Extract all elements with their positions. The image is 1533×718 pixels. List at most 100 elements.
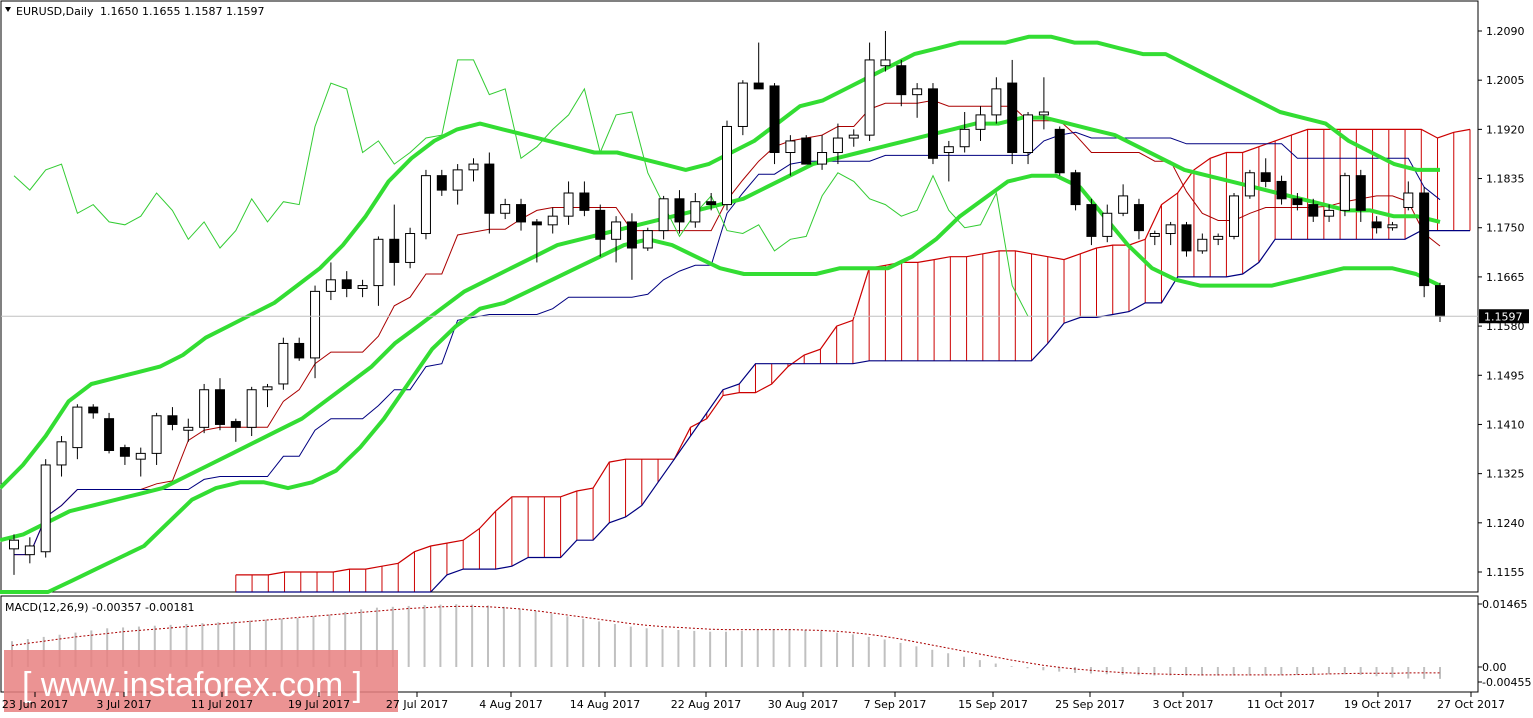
- date-tick-label: 19 Jul 2017: [288, 698, 350, 711]
- candle: [420, 169, 431, 240]
- bullish-candle-body: [785, 140, 796, 154]
- bearish-candle-body: [119, 447, 130, 457]
- macd-panel-frame: [0, 595, 1479, 693]
- bullish-candle-body: [452, 169, 463, 191]
- bullish-candle-body: [1118, 195, 1129, 214]
- candle: [1403, 181, 1414, 211]
- current-price-label: 1.1597: [1484, 310, 1523, 323]
- bollinger-lower-band: [0, 173, 1441, 594]
- bullish-candle-body: [9, 539, 19, 550]
- bullish-candle-body: [151, 415, 162, 454]
- bullish-candle-body: [310, 290, 321, 359]
- date-tick-label: 22 Aug 2017: [671, 698, 741, 711]
- bullish-candle-body: [1387, 224, 1398, 229]
- bearish-candle-body: [1133, 204, 1144, 232]
- bearish-candle-body: [1007, 82, 1018, 154]
- bearish-candle-body: [579, 192, 590, 211]
- price-tick-label: 1.2005: [1486, 74, 1525, 87]
- bullish-candle-body: [880, 59, 891, 67]
- candle: [214, 378, 225, 431]
- candle: [1260, 158, 1271, 188]
- candle: [1244, 169, 1255, 199]
- candle: [278, 337, 289, 390]
- bullish-candle-body: [246, 389, 257, 428]
- bullish-candle-body: [959, 128, 970, 148]
- macd-signal-line: [11, 605, 1440, 676]
- bullish-candle-body: [56, 441, 67, 466]
- candle: [405, 227, 416, 269]
- bullish-candle-body: [1149, 233, 1160, 237]
- candle: [1324, 204, 1335, 222]
- indicator-lines: [0, 34, 1441, 594]
- candlesticks: [9, 31, 1445, 575]
- bullish-candle-body: [943, 146, 954, 154]
- candle: [1133, 198, 1144, 240]
- bullish-candle-body: [357, 285, 368, 289]
- candle: [341, 271, 352, 298]
- candle: [88, 404, 99, 419]
- candle: [1292, 193, 1303, 211]
- candle: [722, 120, 732, 211]
- candle: [1038, 77, 1049, 130]
- candle: [991, 77, 1002, 124]
- candle: [167, 407, 178, 431]
- candle: [230, 418, 241, 442]
- price-tick-label: 1.1750: [1486, 222, 1525, 235]
- candle: [642, 227, 653, 251]
- date-tick-label: 3 Oct 2017: [1152, 698, 1213, 711]
- date-tick-label: 15 Sep 2017: [958, 698, 1028, 711]
- date-tick-label: 23 Jun 2017: [2, 698, 68, 711]
- bullish-candle-body: [1023, 114, 1034, 154]
- senkou-span-b: [235, 230, 1470, 593]
- candle: [500, 198, 511, 220]
- candle: [531, 219, 542, 263]
- candle: [1339, 172, 1350, 217]
- candle: [1197, 233, 1208, 254]
- bullish-candle-body: [1244, 172, 1255, 197]
- candle: [1229, 193, 1240, 240]
- candle: [1054, 126, 1065, 176]
- candle: [373, 236, 384, 306]
- bearish-candle-body: [341, 279, 352, 289]
- candle: [769, 83, 780, 165]
- bullish-candle-body: [991, 88, 1002, 116]
- bearish-candle-body: [1276, 180, 1287, 200]
- bearish-candle-body: [1308, 204, 1319, 217]
- watermark-box: [4, 650, 398, 712]
- price-tick-label: 1.1495: [1486, 369, 1525, 382]
- macd-tick-label: 0.01465: [1482, 598, 1528, 611]
- candle: [706, 193, 717, 211]
- bullish-candle-body: [1197, 238, 1208, 252]
- bearish-candle-body: [167, 415, 178, 425]
- candle: [975, 106, 986, 141]
- bearish-candle-body: [1371, 221, 1382, 229]
- bullish-candle-body: [1038, 111, 1049, 116]
- bullish-candle-body: [262, 386, 273, 391]
- bullish-candle-body: [135, 452, 146, 460]
- triangle-down-icon[interactable]: [5, 7, 11, 12]
- candle: [183, 418, 194, 442]
- bearish-candle-body: [531, 221, 542, 226]
- candle: [563, 181, 574, 225]
- bullish-candle-body: [40, 464, 51, 553]
- bearish-candle-body: [1260, 172, 1271, 182]
- bullish-candle-body: [1229, 195, 1240, 237]
- watermark-text: [ www.instaforex.com ]: [22, 666, 362, 704]
- bearish-candle-body: [516, 204, 527, 223]
- kijun-sen-line: [14, 131, 1441, 556]
- date-tick-label: 25 Sep 2017: [1055, 698, 1125, 711]
- candle: [484, 152, 495, 234]
- bearish-candle-body: [1054, 128, 1065, 174]
- price-tick-label: 1.1155: [1486, 566, 1525, 579]
- bullish-candle-body: [547, 215, 558, 226]
- candle: [104, 412, 115, 454]
- bullish-candle-body: [420, 175, 431, 235]
- bearish-candle-body: [626, 221, 637, 249]
- candle: [1213, 233, 1224, 246]
- price-tick-label: 1.1665: [1486, 271, 1525, 284]
- candle: [1023, 112, 1034, 165]
- candle: [151, 412, 162, 465]
- bearish-candle-body: [88, 406, 99, 414]
- price-tick-label: 1.1835: [1486, 173, 1525, 186]
